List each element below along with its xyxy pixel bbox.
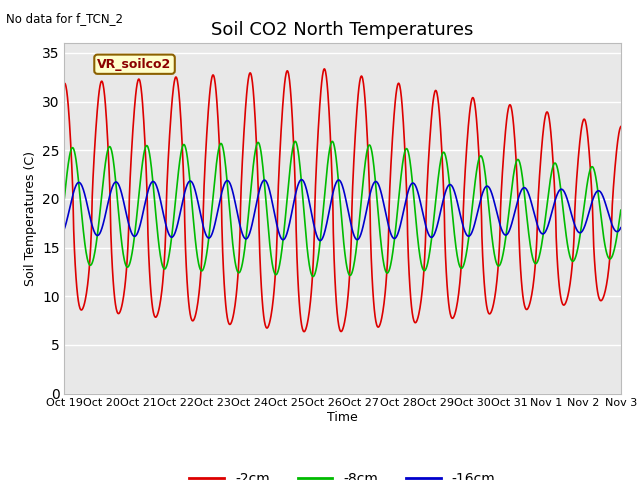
Title: Soil CO2 North Temperatures: Soil CO2 North Temperatures bbox=[211, 21, 474, 39]
Y-axis label: Soil Temperatures (C): Soil Temperatures (C) bbox=[24, 151, 36, 286]
X-axis label: Time: Time bbox=[327, 410, 358, 423]
Text: No data for f_TCN_2: No data for f_TCN_2 bbox=[6, 12, 124, 25]
Legend: -2cm, -8cm, -16cm: -2cm, -8cm, -16cm bbox=[184, 467, 501, 480]
Text: VR_soilco2: VR_soilco2 bbox=[97, 58, 172, 71]
